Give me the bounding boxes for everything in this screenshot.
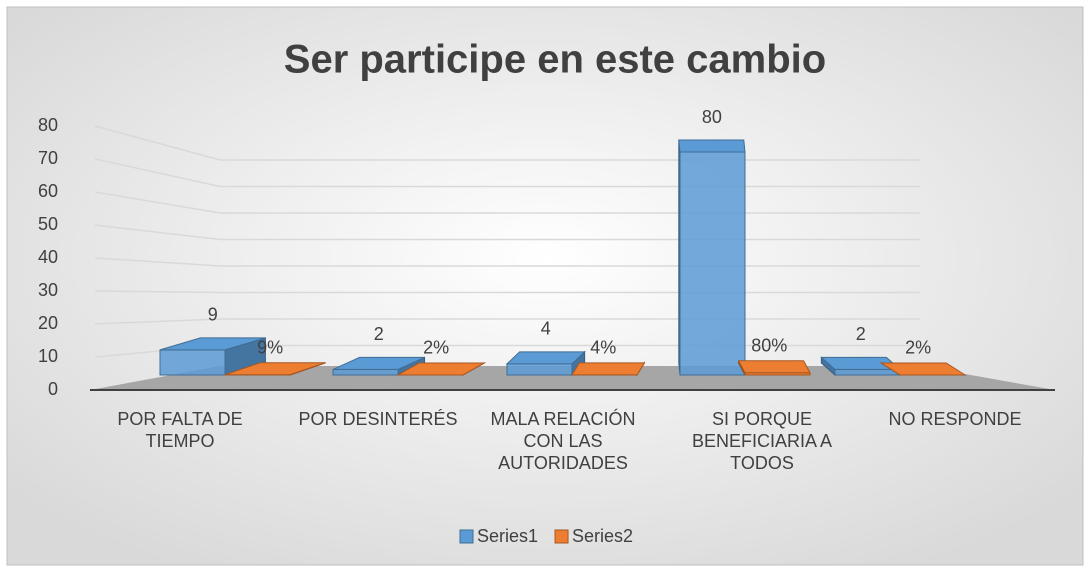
bar [505,350,586,377]
data-label: 2 [856,324,866,344]
legend-label: Series1 [477,526,538,546]
bar-face [737,360,811,374]
bar [332,356,426,376]
x-tick-label: MALA RELACIÓN CON LAS AUTORIDADES [490,409,636,473]
y-tick-label: 80 [38,115,58,135]
bar-face [879,362,967,376]
bar-face [678,139,746,153]
data-label: 80 [702,107,722,127]
y-tick-label: 30 [38,280,58,300]
x-tick-label: POR FALTA DE TIEMPO [117,409,243,451]
bar-face [224,362,326,376]
bar-face [332,368,399,376]
background [6,6,1084,566]
data-label: 4% [590,338,616,358]
y-tick-label: 20 [38,313,58,333]
x-tick-label: NO RESPONDE [888,409,1022,429]
data-label: 2% [905,338,931,358]
data-label: 4 [541,319,551,339]
bar [571,361,646,377]
bar-face [505,351,586,365]
bar-face [396,362,487,376]
y-tick-label: 0 [48,379,58,399]
bar-face [332,356,425,370]
bar-face [679,151,746,376]
bar [737,360,811,376]
x-tick-label: SI PORQUE BENEFICIARIA A TODOS [691,409,833,473]
data-label: 9% [257,337,283,357]
bar-face [834,368,901,376]
bar [396,362,487,376]
x-tick-label: POR DESINTERÉS [298,409,458,429]
bar [879,362,967,376]
bar-face [159,349,226,376]
legend-swatch [554,529,569,544]
bar-face [820,356,902,370]
y-tick-label: 60 [38,181,58,201]
data-label: 2% [423,338,449,358]
y-tick-label: 70 [38,148,58,168]
bar [678,139,746,376]
legend-label: Series2 [572,526,633,546]
bar-face [571,362,646,376]
y-tick-label: 10 [38,346,58,366]
chart-title: Ser participe en este cambio [284,38,826,82]
y-tick-label: 50 [38,214,58,234]
data-label: 80% [751,336,787,356]
bar [224,362,326,376]
bar-face [159,337,266,351]
y-tick-label: 40 [38,247,58,267]
bar-face [506,363,573,376]
data-label: 2 [374,324,384,344]
floor [90,366,1055,390]
data-label: 9 [208,305,218,325]
legend-swatch [459,529,474,544]
